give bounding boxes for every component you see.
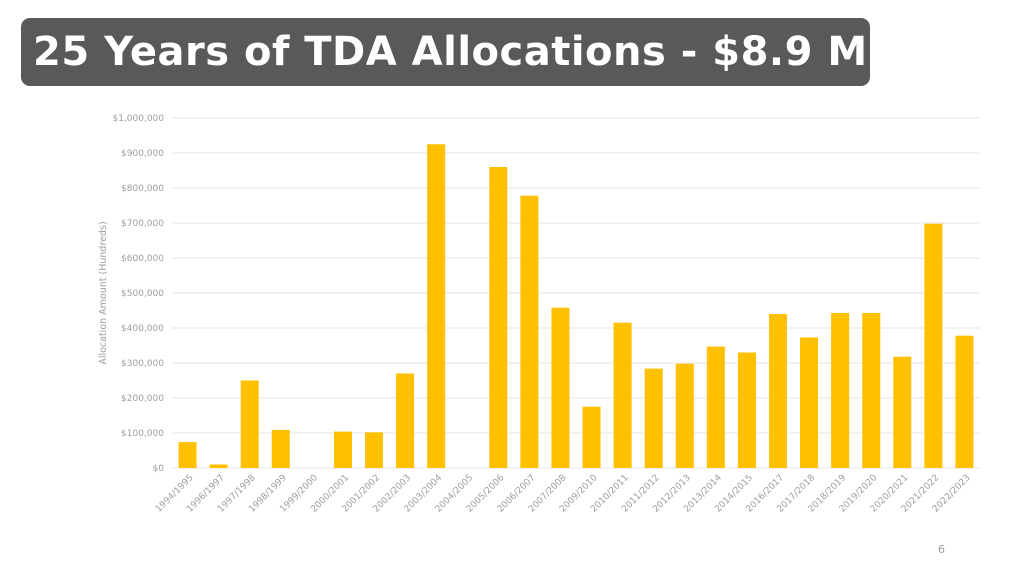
bar-2002-2003 (396, 373, 415, 468)
bar-2017-2018 (800, 337, 819, 468)
y-tick-label: $900,000 (121, 149, 164, 159)
bar-2006-2007 (520, 195, 539, 468)
slide-title-box: 25 Years of TDA Allocations - $8.9 M (21, 18, 870, 86)
bar-2013-2014 (706, 346, 725, 468)
bar-2019-2020 (862, 312, 881, 468)
bar-2007-2008 (551, 307, 570, 468)
y-tick-label: $300,000 (121, 359, 164, 369)
bar-2009-2010 (582, 406, 601, 468)
y-tick-label: $1,000,000 (112, 114, 164, 124)
gridlines (172, 117, 980, 469)
bar-2000-2001 (333, 431, 352, 468)
y-tick-label: $700,000 (121, 219, 164, 229)
y-tick-label: $100,000 (121, 429, 164, 439)
bar-2018-2019 (831, 312, 850, 468)
y-tick-label: $800,000 (121, 184, 164, 194)
y-axis-label: Allocation Amount (Hundreds) (98, 221, 109, 364)
bar-2003-2004 (427, 144, 446, 468)
y-tick-label: $400,000 (121, 324, 164, 334)
y-tick-label: $200,000 (121, 394, 164, 404)
bar-1996-1997 (209, 464, 228, 468)
bar-1997-1998 (240, 380, 259, 468)
bar-2005-2006 (489, 167, 508, 468)
bar-1994-1995 (178, 442, 197, 468)
bar-2020-2021 (893, 356, 912, 468)
bar-2014-2015 (737, 352, 756, 468)
page-number: 6 (938, 543, 945, 556)
bar-2021-2022 (924, 223, 943, 468)
bar-2016-2017 (768, 314, 788, 468)
y-tick-label: $600,000 (121, 254, 164, 264)
bar-2010-2011 (613, 322, 632, 468)
bar-2011-2012 (644, 368, 663, 468)
bars (178, 144, 974, 468)
bar-2012-2013 (675, 363, 694, 468)
bar-2022-2023 (955, 335, 974, 468)
y-axis-ticks: $0 $100,000 $200,000 $300,000 $400,000 $500,0… (112, 114, 164, 474)
bar-2001-2002 (364, 432, 384, 468)
slide-title: 25 Years of TDA Allocations - $8.9 M (33, 29, 868, 75)
y-tick-label: $0 (153, 464, 165, 474)
y-tick-label: $500,000 (121, 289, 164, 299)
bar-1998-1999 (271, 429, 290, 468)
x-axis-ticks: 1994/19951996/19971997/19981998/19991999… (154, 473, 973, 515)
